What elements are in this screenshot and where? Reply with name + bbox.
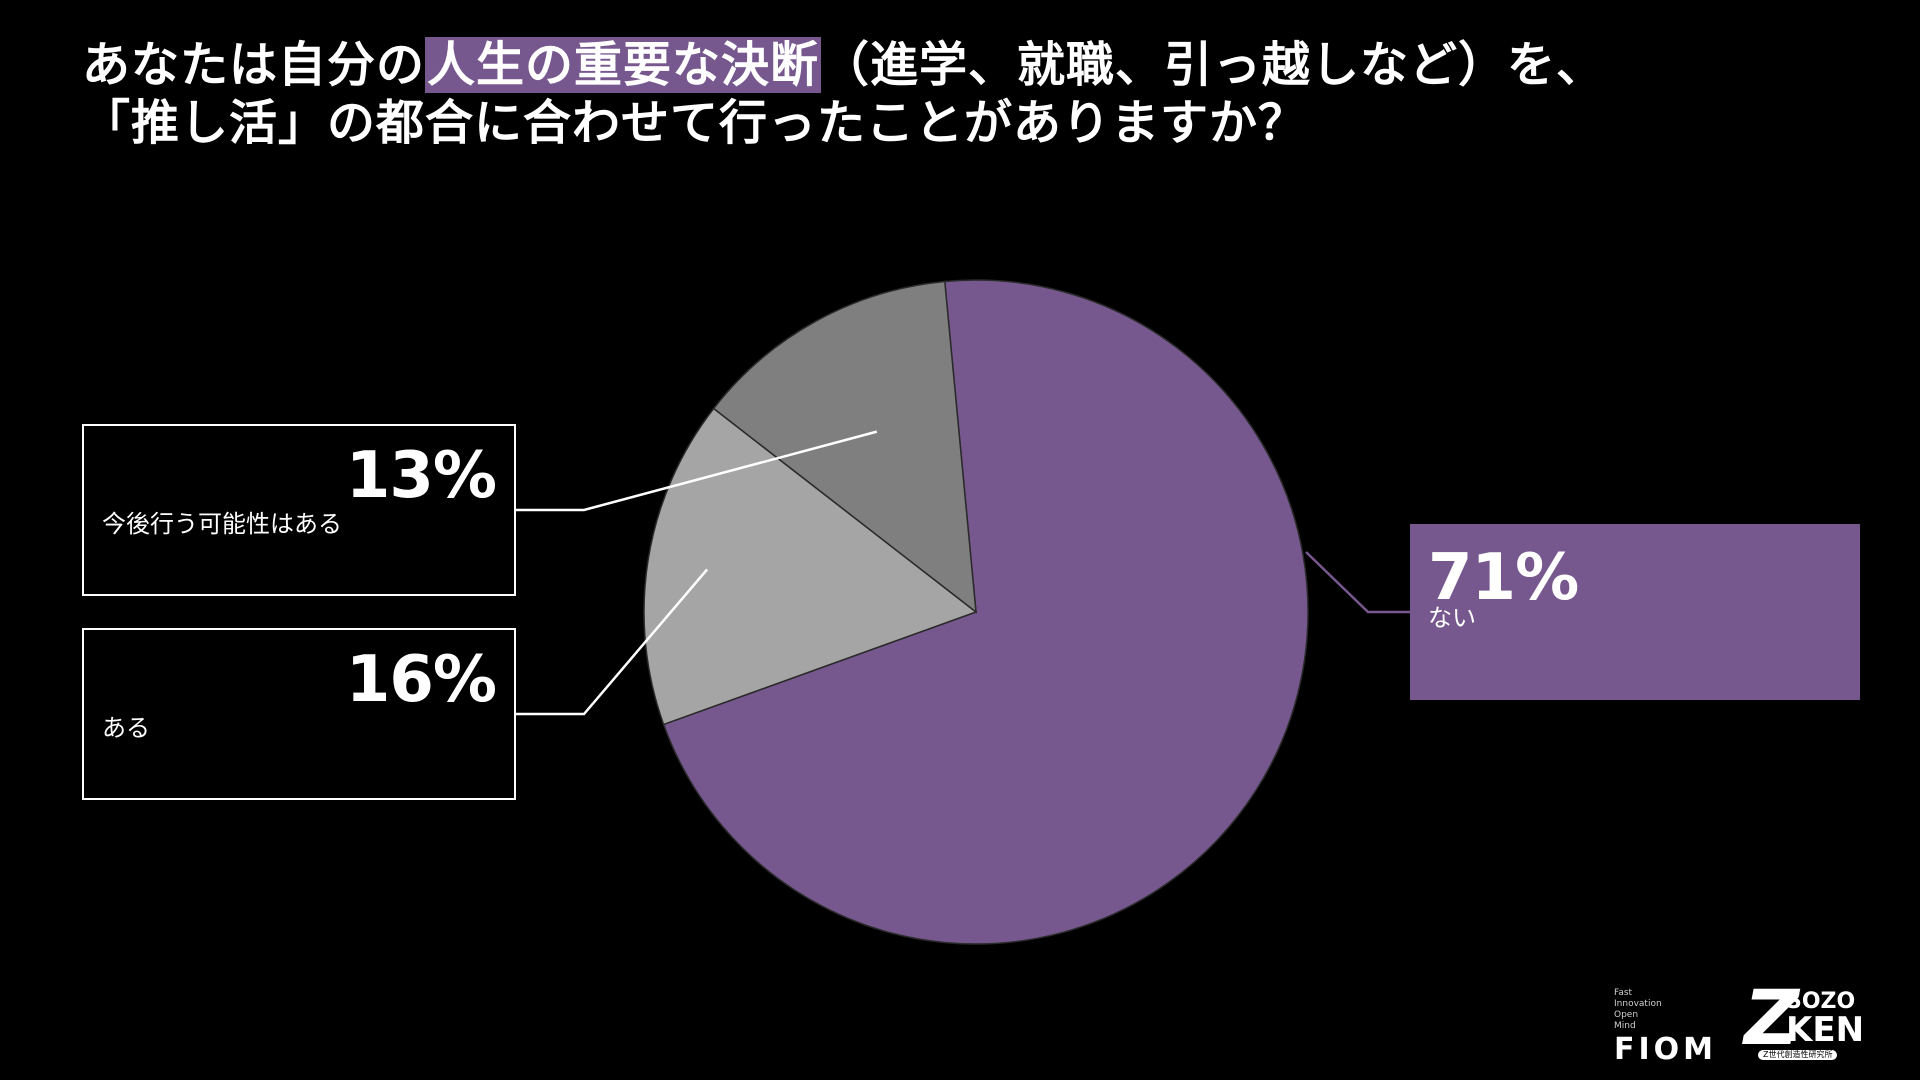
title-line-1: あなたは自分の人生の重要な決断（進学、就職、引っ越しなど）を、 xyxy=(82,36,1862,94)
label-maybe-percent: 13% xyxy=(345,439,497,513)
leader-line-no xyxy=(1305,551,1410,614)
pie-slice-yes xyxy=(643,407,978,726)
fiom-wordmark: FIOM xyxy=(1614,1032,1718,1067)
title-highlight: 人生の重要な決断 xyxy=(425,37,822,93)
label-yes-percent: 16% xyxy=(345,643,497,717)
sozo-ken-sozo-text: SOZO xyxy=(1786,989,1856,1014)
fiom-line-fast: Fast xyxy=(1614,988,1633,998)
label-box-yes: 16% ある xyxy=(82,628,516,800)
label-yes-category: ある xyxy=(102,714,150,742)
title-line-1-end: （進学、就職、引っ越しなど）を、 xyxy=(821,37,1606,93)
fiom-logo: Fast Innovation Open Mind FIOM xyxy=(1614,988,1724,1067)
page-title: あなたは自分の人生の重要な決断（進学、就職、引っ越しなど）を、 「推し活」の都合… xyxy=(82,36,1862,152)
fiom-line-mind: Mind xyxy=(1614,1021,1636,1031)
label-maybe-category: 今後行う可能性はある xyxy=(102,510,342,538)
label-no-percent: 71% xyxy=(1428,541,1579,615)
sozo-ken-logo: Z SOZO KEN Z世代創造性研究所 xyxy=(1744,980,1865,1064)
title-line-2: 「推し活」の都合に合わせて行ったことがありますか？ xyxy=(82,95,1308,151)
label-no-category: ない xyxy=(1428,604,1476,632)
fiom-line-innovation: Innovation xyxy=(1614,999,1662,1009)
title-line-1-start: あなたは自分の xyxy=(82,37,426,93)
fiom-line-open: Open xyxy=(1614,1010,1639,1020)
sozo-ken-ken-text: KEN xyxy=(1786,1010,1865,1050)
label-box-maybe: 13% 今後行う可能性はある xyxy=(82,424,516,596)
sozo-ken-z-mark: Z xyxy=(1744,973,1800,1062)
sozo-ken-subtitle: Z世代創造性研究所 xyxy=(1758,1050,1838,1060)
leader-line-maybe xyxy=(516,430,878,512)
label-box-no: 71% ない xyxy=(1410,524,1860,700)
pie-slice-no xyxy=(662,279,1309,945)
pie-slice-maybe xyxy=(712,280,977,614)
leader-line-yes xyxy=(516,568,709,716)
